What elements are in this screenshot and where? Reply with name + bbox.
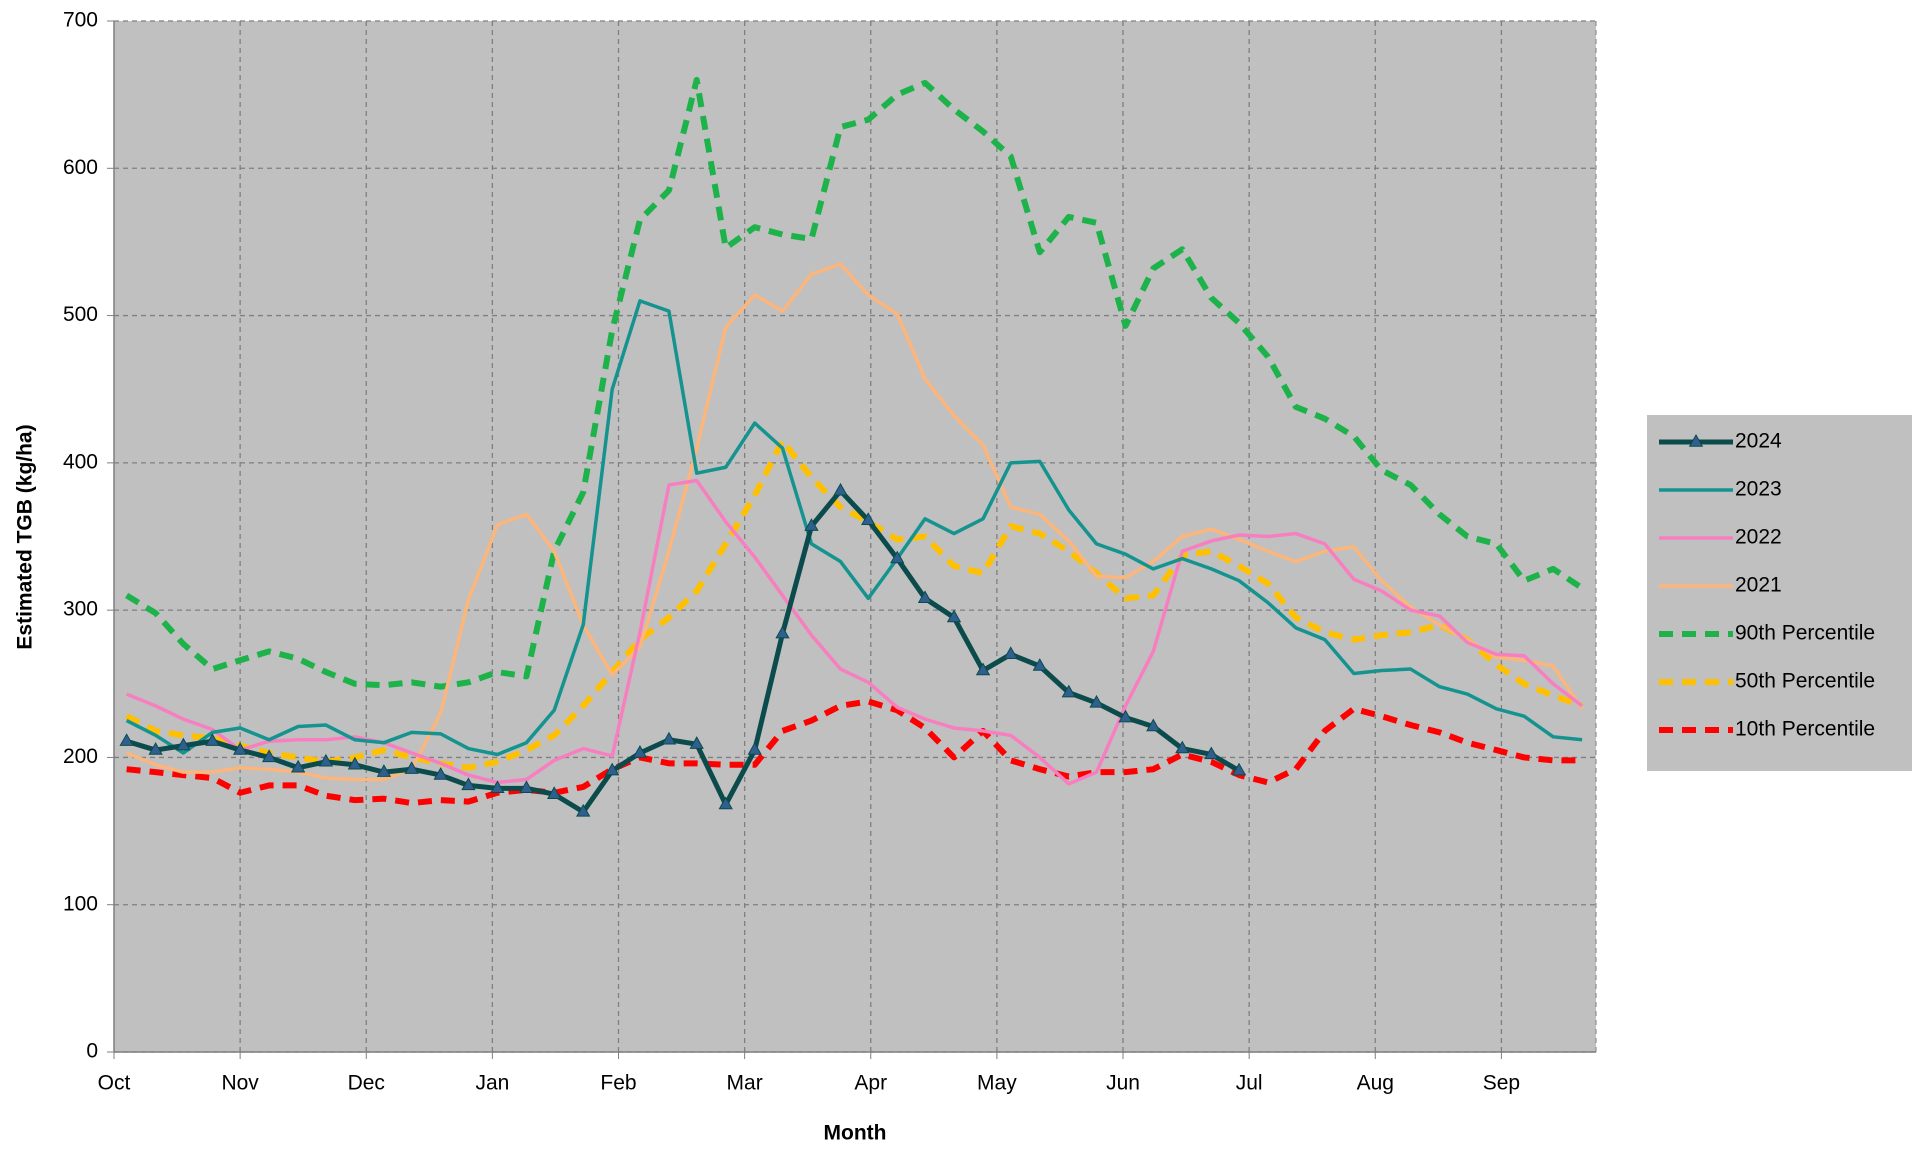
x-tick-label: May — [977, 1072, 1017, 1095]
data-marker — [1089, 694, 1104, 708]
legend-label: 10th Percentile — [1735, 718, 1875, 741]
legend-label: 90th Percentile — [1735, 622, 1875, 645]
legend-label: 2021 — [1735, 574, 1782, 597]
data-marker — [861, 512, 876, 525]
data-marker — [433, 767, 448, 780]
data-marker — [1146, 718, 1161, 732]
x-tick-label: Sep — [1483, 1072, 1520, 1095]
legend-label: 2024 — [1735, 430, 1782, 453]
data-marker — [605, 762, 620, 776]
x-tick-label: Nov — [221, 1072, 259, 1095]
data-marker — [347, 756, 363, 770]
x-tick-label: Dec — [348, 1072, 385, 1095]
legend-box — [1647, 415, 1912, 771]
data-marker — [519, 780, 534, 794]
data-marker — [632, 744, 648, 758]
data-marker — [661, 731, 677, 745]
data-marker — [547, 786, 562, 799]
data-marker — [261, 749, 277, 763]
data-marker — [718, 796, 733, 810]
series-line — [125, 299, 1583, 757]
legend-label: 50th Percentile — [1735, 670, 1875, 693]
data-marker — [804, 518, 819, 531]
y-tick-label: 500 — [63, 303, 98, 326]
data-marker — [747, 742, 762, 755]
x-tick-label: Feb — [600, 1072, 636, 1095]
series-line — [125, 488, 1241, 815]
data-marker — [946, 609, 962, 623]
x-tick-label: Jun — [1106, 1072, 1140, 1095]
data-marker — [1204, 746, 1219, 760]
y-axis-title: Estimated TGB (kg/ha) — [14, 424, 37, 649]
data-marker — [833, 482, 848, 496]
x-tick-label: Oct — [98, 1072, 131, 1095]
x-axis-title: Month — [824, 1122, 887, 1145]
data-marker — [689, 736, 704, 749]
legend-marker — [1688, 433, 1704, 447]
y-tick-label: 400 — [63, 450, 98, 473]
data-marker — [975, 662, 991, 676]
plot-area — [114, 21, 1596, 1052]
data-marker — [232, 742, 248, 755]
data-marker — [576, 803, 591, 817]
series-line — [126, 698, 1583, 807]
y-tick-label: 600 — [63, 156, 98, 179]
x-tick-label: Aug — [1357, 1072, 1394, 1095]
data-marker — [1061, 684, 1076, 698]
x-tick-label: Mar — [727, 1072, 763, 1095]
x-tick-label: Jul — [1236, 1072, 1263, 1095]
data-marker — [461, 777, 476, 791]
data-marker — [490, 780, 505, 794]
data-marker — [119, 733, 134, 746]
legend-label: 2023 — [1735, 478, 1782, 501]
data-marker — [1231, 762, 1247, 776]
legend-label: 2022 — [1735, 526, 1782, 549]
y-tick-label: 200 — [63, 745, 98, 768]
data-marker — [404, 761, 419, 774]
data-marker — [376, 764, 392, 777]
data-marker — [917, 590, 933, 604]
data-marker — [890, 550, 905, 564]
y-tick-label: 300 — [63, 598, 98, 621]
y-tick-label: 0 — [86, 1040, 98, 1063]
x-tick-label: Jan — [475, 1072, 509, 1095]
series-line — [125, 437, 1584, 771]
data-marker — [176, 737, 191, 751]
data-marker — [290, 759, 306, 773]
data-marker — [1003, 646, 1018, 660]
data-marker — [1118, 709, 1133, 723]
y-tick-label: 700 — [63, 9, 98, 32]
data-marker — [148, 742, 163, 755]
series-line — [125, 76, 1584, 690]
data-marker — [318, 753, 334, 767]
data-marker — [1032, 658, 1047, 671]
data-marker — [205, 733, 220, 746]
x-tick-label: Apr — [854, 1072, 887, 1095]
y-tick-label: 100 — [63, 892, 98, 915]
data-marker — [775, 625, 790, 639]
series-line — [125, 262, 1584, 782]
data-marker — [1175, 740, 1190, 754]
